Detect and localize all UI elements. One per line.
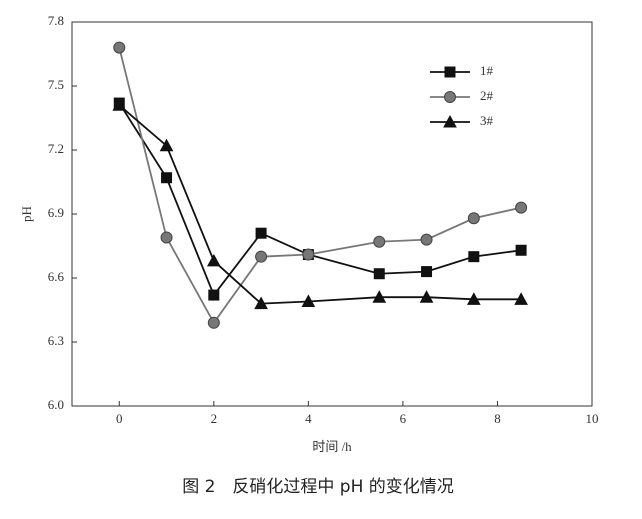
- marker: [255, 250, 268, 263]
- marker: [161, 172, 173, 184]
- x-axis-label: 时间 /h: [312, 439, 352, 454]
- caption: 图 2 反硝化过程中 pH 的变化情况: [182, 477, 454, 497]
- x-tick-label: 2: [211, 411, 218, 426]
- marker: [301, 294, 316, 307]
- marker: [419, 290, 434, 303]
- x-tick-label: 8: [494, 411, 501, 426]
- marker: [466, 292, 481, 305]
- marker: [372, 290, 387, 303]
- x-tick-label: 6: [400, 411, 407, 426]
- y-tick-label: 7.2: [48, 141, 64, 156]
- y-tick-label: 6.3: [48, 333, 64, 348]
- y-tick-label: 7.8: [48, 13, 64, 28]
- series-line: [118, 102, 522, 297]
- marker: [373, 268, 385, 280]
- series-line: [118, 104, 522, 305]
- y-tick-label: 6.6: [48, 269, 65, 284]
- marker: [206, 253, 221, 267]
- marker: [467, 212, 480, 225]
- marker: [373, 235, 386, 248]
- legend-label: 3#: [480, 113, 494, 128]
- marker: [468, 251, 480, 263]
- x-tick-label: 0: [116, 411, 123, 426]
- marker: [254, 296, 268, 310]
- legend-marker: [444, 66, 456, 78]
- x-tick-label: 4: [305, 411, 312, 426]
- marker: [255, 227, 267, 239]
- marker: [160, 231, 173, 244]
- marker: [515, 201, 528, 214]
- marker: [159, 138, 174, 152]
- y-tick-label: 6.0: [48, 397, 64, 412]
- legend-marker: [443, 114, 457, 128]
- marker: [207, 316, 220, 329]
- marker: [421, 266, 433, 278]
- y-tick-label: 7.5: [48, 77, 64, 92]
- series-line: [118, 47, 522, 325]
- marker: [113, 41, 126, 54]
- x-tick-label: 10: [586, 411, 599, 426]
- marker: [112, 98, 127, 111]
- legend-label: 2#: [480, 88, 494, 103]
- marker: [420, 233, 433, 246]
- marker: [515, 244, 527, 256]
- legend-marker: [444, 91, 456, 103]
- marker: [514, 292, 528, 305]
- y-tick-label: 6.9: [48, 205, 64, 220]
- marker: [208, 289, 220, 301]
- legend-label: 1#: [480, 63, 494, 78]
- y-axis-label: pH: [19, 206, 34, 222]
- marker: [302, 248, 315, 261]
- plot-frame: [71, 21, 593, 407]
